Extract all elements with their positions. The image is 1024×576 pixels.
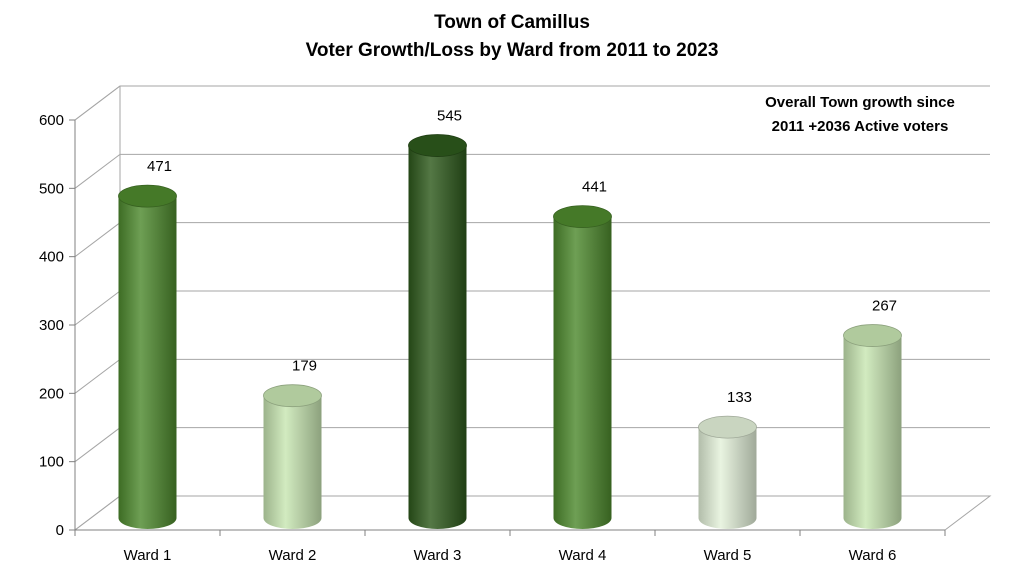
bar-top — [553, 205, 612, 229]
x-tick-label: Ward 6 — [849, 547, 897, 564]
bar-top — [698, 415, 757, 439]
bar-body — [698, 427, 757, 529]
data-label: 179 — [292, 358, 317, 375]
bar-body — [843, 335, 902, 529]
chart-subtitle: Voter Growth/Loss by Ward from 2011 to 2… — [306, 40, 719, 61]
bar — [263, 384, 322, 529]
bar-top — [843, 324, 902, 347]
data-label: 545 — [437, 108, 462, 125]
x-tick-label: Ward 3 — [414, 547, 462, 564]
bar-body — [118, 196, 177, 529]
x-axis: Ward 1 Ward 2 Ward 3 Ward 4 Ward 5 Ward 6 — [74, 529, 946, 564]
y-tick-label: 400 — [39, 249, 64, 266]
gridline — [74, 85, 990, 121]
y-tick-label: 300 — [39, 317, 64, 334]
bar — [408, 134, 467, 530]
y-tick-label: 600 — [39, 112, 64, 129]
x-tick-label: Ward 5 — [704, 547, 752, 564]
y-tick-label: 500 — [39, 180, 64, 197]
bar-body — [408, 145, 467, 530]
bar-body — [263, 395, 322, 529]
gridline — [74, 290, 990, 326]
x-tick-label: Ward 1 — [124, 547, 172, 564]
y-axis: 0 100 200 300 400 500 600 — [39, 112, 76, 539]
bar-top — [263, 384, 322, 408]
x-tick-label: Ward 4 — [559, 547, 607, 564]
annotation-line-1: Overall Town growth since — [765, 94, 955, 111]
y-tick-label: 0 — [56, 522, 64, 539]
bar — [553, 205, 612, 529]
chart-title: Town of Camillus — [434, 12, 590, 33]
bars — [118, 134, 902, 530]
bar-top — [408, 134, 467, 157]
gridline — [74, 222, 990, 258]
bar — [118, 184, 177, 529]
data-label: 267 — [872, 298, 897, 315]
bar-body — [553, 216, 612, 529]
y-tick-label: 200 — [39, 385, 64, 402]
data-labels: 471 179 545 441 133 267 — [147, 108, 897, 407]
x-tick-label: Ward 2 — [269, 547, 317, 564]
data-label: 441 — [582, 179, 607, 196]
data-label: 471 — [147, 158, 172, 175]
data-label: 133 — [727, 389, 752, 406]
bar — [843, 324, 902, 529]
gridline — [74, 153, 990, 189]
annotation-line-2: 2011 +2036 Active voters — [772, 118, 949, 135]
y-tick-label: 100 — [39, 454, 64, 471]
bar — [698, 415, 757, 529]
bar-top — [118, 184, 177, 208]
